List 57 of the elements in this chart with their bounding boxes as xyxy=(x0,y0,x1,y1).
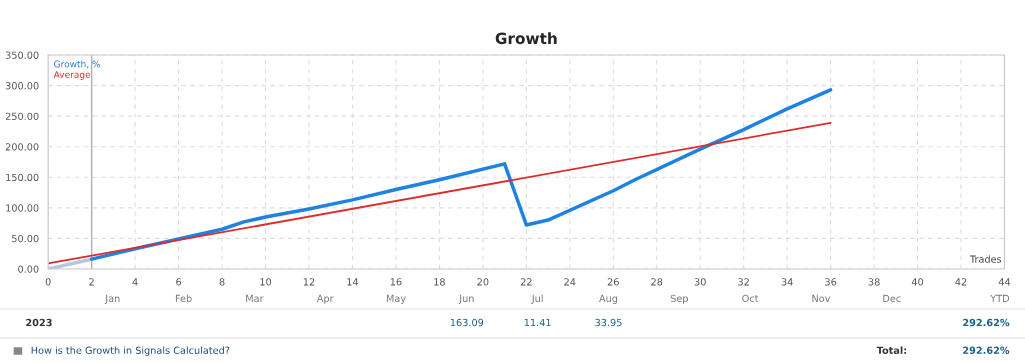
x-tick-label: 24 xyxy=(564,278,576,286)
category-label: 2023 xyxy=(26,318,52,327)
category-label: Oct xyxy=(742,294,759,303)
text: 163.09 xyxy=(450,318,484,327)
category-label: Mar xyxy=(246,294,264,303)
x-tick-label: 26 xyxy=(607,278,619,286)
x-tick-label: 6 xyxy=(176,278,182,286)
x-tick-label: 22 xyxy=(520,278,532,286)
category-label: Jul xyxy=(531,294,543,304)
category-label: Jun xyxy=(458,294,474,304)
x-tick-label: 4 xyxy=(132,278,138,286)
category-label: Nov xyxy=(812,294,831,303)
x-tick-label: 34 xyxy=(781,278,793,286)
x-tick-label: 18 xyxy=(434,278,445,286)
text: How is the Growth in Signals Calculated? xyxy=(31,346,230,356)
text: Growth, % xyxy=(54,60,101,69)
x-tick-label: 20 xyxy=(477,278,489,286)
y-tick-label: 250.00 xyxy=(5,112,39,120)
category-label: Sep xyxy=(670,294,688,304)
x-tick-label: 44 xyxy=(998,278,1011,286)
y-tick-label: 100.00 xyxy=(6,204,39,212)
y-tick-label: 150.00 xyxy=(6,173,39,182)
x-tick-label: 0 xyxy=(45,278,51,286)
x-axis-title: Trades xyxy=(969,255,1002,263)
text: Total: xyxy=(876,346,907,354)
category-label: Jan xyxy=(104,294,120,304)
x-tick-label: 8 xyxy=(219,278,225,286)
text: 11.41 xyxy=(524,318,551,327)
x-tick-label: 32 xyxy=(738,278,749,286)
category-label: May xyxy=(386,294,406,304)
x-tick-label: 10 xyxy=(260,278,272,286)
y-tick-label: 0.00 xyxy=(18,265,39,273)
x-tick-label: 16 xyxy=(390,278,402,286)
category-label: Aug xyxy=(599,294,618,304)
text: 292.62% xyxy=(963,346,1010,354)
text: 292.62% xyxy=(963,318,1010,327)
x-tick-label: 36 xyxy=(825,278,837,286)
x-tick-label: 14 xyxy=(347,278,359,286)
category-label: Dec xyxy=(883,294,901,303)
line-series xyxy=(89,88,833,261)
category-label: YTD xyxy=(990,294,1010,302)
x-tick-label: 2 xyxy=(89,278,94,286)
text: Average xyxy=(53,71,91,80)
x-tick-label: 40 xyxy=(911,278,924,286)
x-tick-label: 30 xyxy=(694,278,706,286)
category-label: Apr xyxy=(316,294,334,304)
y-tick-label: 350.00 xyxy=(5,51,39,59)
x-tick-label: 28 xyxy=(651,278,663,286)
y-tick-label: 300.00 xyxy=(5,82,39,90)
x-tick-label: 42 xyxy=(955,278,967,286)
y-tick-label: 200.00 xyxy=(5,143,39,151)
category-label: Feb xyxy=(175,294,192,303)
x-tick-label: 12 xyxy=(303,278,315,286)
y-tick-label: 50.00 xyxy=(12,234,39,243)
chart-title: Growth xyxy=(495,32,557,45)
x-tick-label: 38 xyxy=(868,278,880,286)
text: 33.95 xyxy=(595,318,622,327)
